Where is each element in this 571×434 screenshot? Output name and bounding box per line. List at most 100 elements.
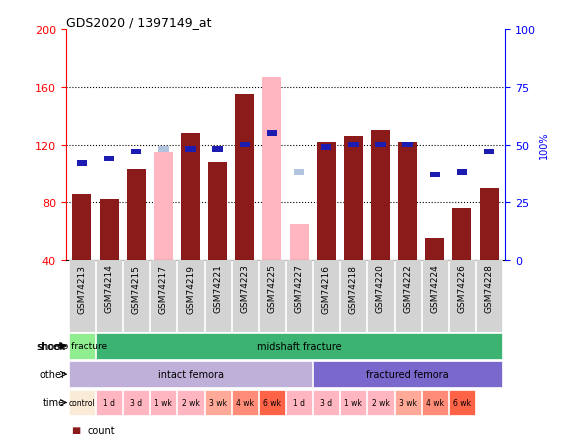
Bar — [286, 260, 312, 332]
Bar — [69, 390, 95, 415]
Y-axis label: 100%: 100% — [539, 132, 549, 159]
Text: 4 wk: 4 wk — [236, 398, 254, 407]
Bar — [340, 390, 367, 415]
Bar — [259, 390, 285, 415]
Bar — [158, 147, 168, 153]
Bar — [212, 147, 223, 153]
Bar — [348, 142, 359, 148]
Bar — [476, 260, 502, 332]
Bar — [96, 260, 122, 332]
Text: 2 wk: 2 wk — [372, 398, 389, 407]
Text: 1 d: 1 d — [103, 398, 115, 407]
Text: GSM74218: GSM74218 — [349, 264, 358, 313]
Bar — [263, 78, 282, 260]
Bar — [178, 260, 203, 332]
Bar — [425, 239, 444, 260]
Text: GSM74225: GSM74225 — [267, 264, 276, 313]
Bar — [96, 390, 122, 415]
Bar — [368, 260, 393, 332]
Text: GSM74228: GSM74228 — [485, 264, 493, 313]
Bar — [294, 170, 304, 176]
Bar — [313, 362, 502, 387]
Text: 1 wk: 1 wk — [344, 398, 362, 407]
Bar — [371, 131, 390, 260]
Bar — [204, 260, 231, 332]
Text: GSM74220: GSM74220 — [376, 264, 385, 313]
Bar — [375, 142, 386, 148]
Bar — [185, 147, 196, 153]
Bar — [480, 188, 498, 260]
Bar — [235, 95, 254, 260]
Bar — [123, 260, 149, 332]
Bar — [267, 131, 277, 137]
Bar — [73, 194, 91, 260]
Text: GSM74216: GSM74216 — [321, 264, 331, 313]
Bar — [395, 390, 421, 415]
Bar — [69, 362, 312, 387]
Bar — [127, 170, 146, 260]
Bar — [313, 390, 339, 415]
Bar — [422, 260, 448, 332]
Bar — [267, 131, 277, 137]
Bar — [452, 209, 472, 260]
Bar — [286, 390, 312, 415]
Bar — [69, 260, 95, 332]
Bar — [289, 224, 308, 260]
Text: shock: shock — [37, 341, 65, 351]
Bar — [317, 142, 336, 260]
Bar — [150, 390, 176, 415]
Text: 3 wk: 3 wk — [208, 398, 227, 407]
Text: 6 wk: 6 wk — [263, 398, 281, 407]
Bar — [232, 390, 258, 415]
Bar — [69, 333, 95, 359]
Text: 4 wk: 4 wk — [426, 398, 444, 407]
Text: 1 d: 1 d — [293, 398, 305, 407]
Text: GSM74213: GSM74213 — [78, 264, 86, 313]
Text: GSM74219: GSM74219 — [186, 264, 195, 313]
Text: GSM74222: GSM74222 — [403, 264, 412, 312]
Bar — [398, 142, 417, 260]
Text: GSM74214: GSM74214 — [104, 264, 114, 313]
Bar — [457, 170, 467, 176]
Bar — [77, 161, 87, 167]
Bar — [344, 137, 363, 260]
Bar — [368, 390, 393, 415]
Bar — [422, 390, 448, 415]
Bar — [178, 390, 203, 415]
Text: 1 wk: 1 wk — [154, 398, 172, 407]
Bar — [259, 260, 285, 332]
Bar — [313, 260, 339, 332]
Text: midshaft fracture: midshaft fracture — [257, 341, 341, 351]
Bar — [99, 200, 119, 260]
Bar — [232, 260, 258, 332]
Bar — [403, 142, 413, 148]
Text: intact femora: intact femora — [158, 369, 223, 379]
Bar — [154, 153, 173, 260]
Text: GSM74226: GSM74226 — [457, 264, 467, 313]
Text: GSM74227: GSM74227 — [295, 264, 304, 313]
Bar — [395, 260, 421, 332]
Text: GDS2020 / 1397149_at: GDS2020 / 1397149_at — [66, 16, 211, 29]
Text: shock: shock — [38, 341, 66, 351]
Text: no fracture: no fracture — [57, 342, 107, 351]
Text: 2 wk: 2 wk — [182, 398, 199, 407]
Text: count: count — [87, 425, 115, 434]
Bar — [429, 172, 440, 178]
Text: time: time — [43, 398, 65, 408]
Text: GSM74224: GSM74224 — [431, 264, 439, 312]
Text: control: control — [69, 398, 95, 407]
Bar — [321, 145, 331, 151]
Text: 3 d: 3 d — [320, 398, 332, 407]
Text: GSM74221: GSM74221 — [213, 264, 222, 313]
Text: GSM74215: GSM74215 — [132, 264, 140, 313]
Bar — [131, 149, 142, 155]
Bar — [449, 260, 475, 332]
Text: other: other — [39, 369, 65, 379]
Text: GSM74217: GSM74217 — [159, 264, 168, 313]
Bar — [240, 142, 250, 148]
Text: ■: ■ — [71, 425, 81, 434]
Text: 3 wk: 3 wk — [399, 398, 417, 407]
Text: GSM74223: GSM74223 — [240, 264, 250, 313]
Bar — [204, 390, 231, 415]
Bar — [340, 260, 367, 332]
